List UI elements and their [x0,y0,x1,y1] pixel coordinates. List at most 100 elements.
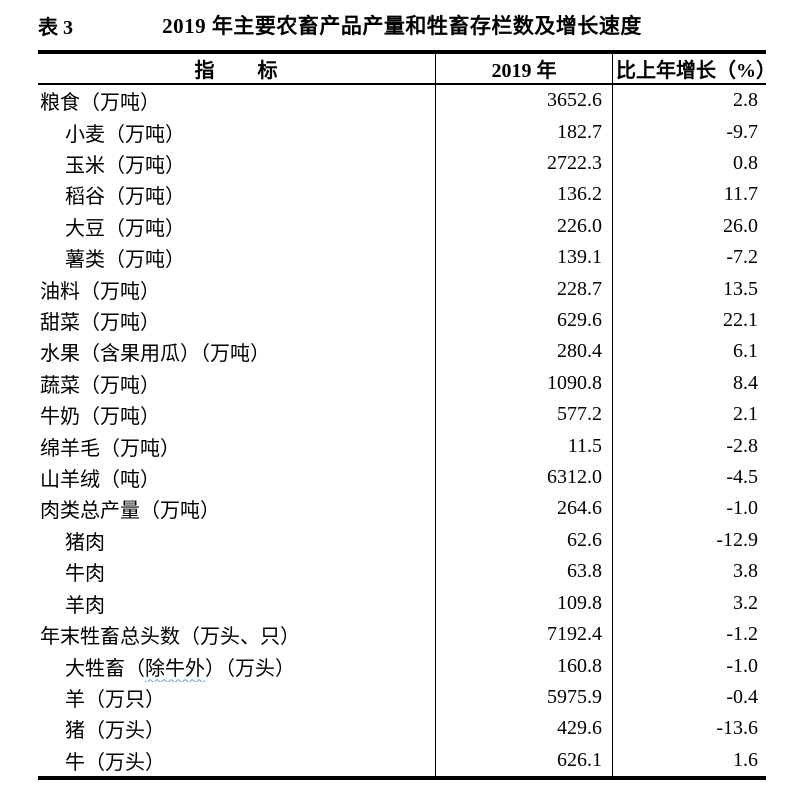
table-row: 羊（万只） 5975.9 -0.4 [38,681,766,714]
table-row: 蔬菜（万吨） 1090.8 8.4 [38,367,766,400]
indicator-cell: 绵羊毛（万吨） [40,437,180,460]
value-2019-cell: 577.2 [435,399,612,431]
table-row: 肉类总产量（万吨） 264.6 -1.0 [38,493,766,525]
table-row: 玉米（万吨） 2722.3 0.8 [38,147,766,180]
indicator-cell: 肉类总产量（万吨） [40,500,220,523]
table-caption: 表 3 2019 年主要农畜产品产量和牲畜存栏数及增长速度 [38,0,766,50]
indicator-cell: 牛（万头） [65,751,165,774]
growth-percent-cell: 22.1 [612,304,766,337]
indicator-cell: 玉米（万吨） [65,155,185,178]
spellcheck-squiggle-text: 除牛外 [145,657,205,680]
growth-percent-cell: 11.7 [612,179,766,211]
table-row: 稻谷（万吨） 136.2 11.7 [38,179,766,211]
growth-percent-cell: -13.6 [612,713,766,745]
column-header-indicator: 指 标 [194,60,279,82]
growth-percent-cell: -1.0 [612,493,766,525]
indicator-cell: 猪（万头） [65,720,165,743]
value-2019-cell: 629.6 [435,304,612,337]
table-row: 油料（万吨） 228.7 13.5 [38,273,766,305]
value-2019-cell: 63.8 [435,556,612,588]
value-2019-cell: 11.5 [435,430,612,462]
table-row: 牛肉 63.8 3.8 [38,556,766,588]
value-2019-cell: 429.6 [435,713,612,745]
value-2019-cell: 2722.3 [435,147,612,180]
table-row: 大牲畜（ 除牛外 ）（万头） 160.8 -1.0 [38,650,766,682]
value-2019-cell: 139.1 [435,242,612,274]
table-row: 猪（万头） 429.6 -13.6 [38,713,766,745]
value-2019-cell: 226.0 [435,210,612,243]
table-row: 小麦（万吨） 182.7 -9.7 [38,116,766,148]
table-row: 牛奶（万吨） 577.2 2.1 [38,399,766,431]
growth-percent-cell: 2.8 [612,85,766,117]
value-2019-cell: 626.1 [435,744,612,776]
growth-percent-cell: -12.9 [612,524,766,557]
indicator-cell: 甜菜（万吨） [40,312,160,335]
value-2019-cell: 6312.0 [435,461,612,494]
value-2019-cell: 160.8 [435,650,612,682]
growth-percent-cell: 8.4 [612,367,766,400]
indicator-cell: 牛肉 [65,563,105,586]
indicator-cell: 猪肉 [65,531,105,554]
indicator-cell: 蔬菜（万吨） [40,374,160,397]
growth-percent-cell: -2.8 [612,430,766,462]
value-2019-cell: 109.8 [435,587,612,619]
indicator-cell: 大豆（万吨） [65,217,185,240]
indicator-cell: 年末牲畜总头数（万头、只） [40,626,300,649]
indicator-cell: 水果（含果用瓜）（万吨） [40,343,270,366]
column-header-growth: 比上年增长（%） [612,54,766,83]
growth-percent-cell: 0.8 [612,147,766,180]
growth-percent-cell: 26.0 [612,210,766,243]
table-body: 粮食（万吨） 3652.6 2.8 小麦（万吨） 182.7 -9.7 玉米（万吨） 2722… [38,85,766,776]
indicator-cell: 小麦（万吨） [65,123,185,146]
growth-percent-cell: 13.5 [612,273,766,305]
table-row: 山羊绒（吨） 6312.0 -4.5 [38,461,766,494]
growth-percent-cell: -7.2 [612,242,766,274]
value-2019-cell: 62.6 [435,524,612,557]
growth-percent-cell: -4.5 [612,461,766,494]
growth-percent-cell: 3.2 [612,587,766,619]
indicator-cell: 羊（万只） [65,688,165,711]
value-2019-cell: 136.2 [435,179,612,211]
value-2019-cell: 3652.6 [435,85,612,117]
page-title: 2019 年主要农畜产品产量和牲畜存栏数及增长速度 [162,14,642,38]
indicator-cell: 油料（万吨） [40,280,160,303]
indicator-cell: 山羊绒（吨） [40,469,160,492]
growth-percent-cell: -9.7 [612,116,766,148]
growth-percent-cell: 3.8 [612,556,766,588]
table-header-row: 指 标 2019 年 比上年增长（%） [38,54,766,85]
value-2019-cell: 280.4 [435,336,612,368]
document-body: 表 3 2019 年主要农畜产品产量和牲畜存栏数及增长速度 指 标 2019 年… [38,0,766,780]
value-2019-cell: 1090.8 [435,367,612,400]
value-2019-cell: 264.6 [435,493,612,525]
table-row: 薯类（万吨） 139.1 -7.2 [38,242,766,274]
indicator-cell: 稻谷（万吨） [65,186,185,209]
growth-percent-cell: -1.2 [612,618,766,651]
table-number-label: 表 3 [38,16,73,39]
growth-percent-cell: -1.0 [612,650,766,682]
table-row: 绵羊毛（万吨） 11.5 -2.8 [38,430,766,462]
indicator-cell: 羊肉 [65,594,105,617]
growth-percent-cell: 6.1 [612,336,766,368]
column-header-2019: 2019 年 [435,54,612,83]
value-2019-cell: 7192.4 [435,618,612,651]
growth-percent-cell: -0.4 [612,681,766,714]
indicator-cell: 牛奶（万吨） [40,406,160,429]
table-row: 羊肉 109.8 3.2 [38,587,766,619]
indicator-cell: 薯类（万吨） [65,249,185,272]
growth-percent-cell: 1.6 [612,744,766,776]
indicator-cell: 粮食（万吨） [40,92,160,115]
growth-percent-cell: 2.1 [612,399,766,431]
value-2019-cell: 228.7 [435,273,612,305]
value-2019-cell: 182.7 [435,116,612,148]
table-row: 大豆（万吨） 226.0 26.0 [38,210,766,243]
table-row: 甜菜（万吨） 629.6 22.1 [38,304,766,337]
table-row: 牛（万头） 626.1 1.6 [38,744,766,776]
statistics-table: 指 标 2019 年 比上年增长（%） 粮食（万吨） 3652.6 2.8 小麦（万吨… [38,50,766,780]
table-row: 年末牲畜总头数（万头、只） 7192.4 -1.2 [38,618,766,651]
value-2019-cell: 5975.9 [435,681,612,714]
indicator-cell: 大牲畜（ 除牛外 ）（万头） [38,650,435,681]
table-row: 猪肉 62.6 -12.9 [38,524,766,557]
table-row: 粮食（万吨） 3652.6 2.8 [38,85,766,117]
table-row: 水果（含果用瓜）（万吨） 280.4 6.1 [38,336,766,368]
